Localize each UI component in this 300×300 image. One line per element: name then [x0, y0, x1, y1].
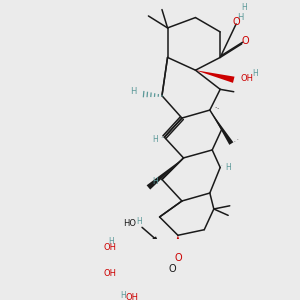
Polygon shape	[175, 235, 181, 246]
Text: H: H	[120, 291, 126, 300]
Text: ·: ·	[160, 135, 162, 141]
Polygon shape	[178, 248, 192, 259]
Polygon shape	[196, 70, 235, 83]
Text: H: H	[152, 135, 158, 144]
Text: O: O	[174, 253, 182, 262]
Text: H: H	[225, 163, 231, 172]
Polygon shape	[119, 267, 133, 274]
Text: HO: HO	[123, 219, 136, 228]
Text: H: H	[108, 237, 114, 246]
Text: H: H	[252, 69, 258, 78]
Text: H: H	[152, 177, 158, 186]
Text: H: H	[136, 217, 142, 226]
Text: ·: ·	[237, 137, 238, 142]
Text: OH: OH	[103, 243, 116, 252]
Text: OH: OH	[103, 269, 116, 278]
Text: O: O	[242, 37, 250, 46]
Text: OH: OH	[126, 293, 139, 300]
Text: H: H	[130, 87, 136, 96]
Text: O: O	[169, 264, 176, 274]
Text: O: O	[232, 16, 240, 26]
Text: ·: ·	[220, 164, 222, 168]
Text: ·: ·	[214, 105, 217, 111]
Text: ·: ·	[234, 140, 236, 145]
Polygon shape	[152, 236, 162, 250]
Text: OH: OH	[241, 74, 254, 83]
Text: ·: ·	[160, 178, 162, 183]
Polygon shape	[147, 158, 184, 190]
Polygon shape	[210, 110, 233, 145]
Text: H: H	[242, 4, 247, 13]
Text: H: H	[237, 13, 243, 22]
Text: ·: ·	[217, 106, 219, 112]
